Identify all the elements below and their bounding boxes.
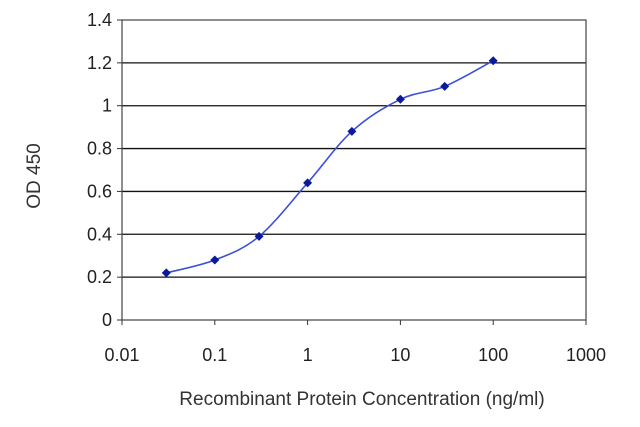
gridlines	[122, 62, 586, 278]
data-points	[161, 56, 498, 278]
y-tick-label: 0.8	[87, 139, 112, 159]
y-axis-ticks: 0 0.2 0.4 0.6 0.8 1 1.2 1.4	[87, 10, 122, 330]
x-axis-label: Recombinant Protein Concentration (ng/ml…	[179, 389, 544, 410]
data-point	[488, 56, 498, 66]
series-line	[166, 60, 494, 274]
x-tick-label: 0.1	[202, 345, 227, 365]
data-point	[161, 268, 171, 278]
y-tick-label: 1	[102, 96, 112, 116]
plot-area	[121, 19, 587, 321]
y-tick-label: 0.2	[87, 267, 112, 287]
x-tick-label: 1	[303, 345, 313, 365]
y-tick-label: 0	[102, 310, 112, 330]
data-point	[395, 94, 405, 104]
x-tick-label: 100	[478, 345, 508, 365]
x-tick-label: 1000	[566, 345, 606, 365]
y-tick-label: 1.2	[87, 53, 112, 73]
data-point	[347, 126, 357, 136]
data-point	[440, 81, 450, 91]
y-tick-label: 0.4	[87, 224, 112, 244]
y-axis-label: OD 450	[24, 143, 45, 208]
x-axis-ticks: 0.01 0.1 1 10 100 1000	[104, 320, 606, 365]
x-tick-label: 0.01	[104, 345, 139, 365]
y-tick-label: 1.4	[87, 10, 112, 30]
y-tick-label: 0.6	[87, 181, 112, 201]
data-point	[303, 178, 313, 188]
x-tick-label: 10	[390, 345, 410, 365]
data-point	[254, 231, 264, 241]
data-point	[210, 255, 220, 265]
